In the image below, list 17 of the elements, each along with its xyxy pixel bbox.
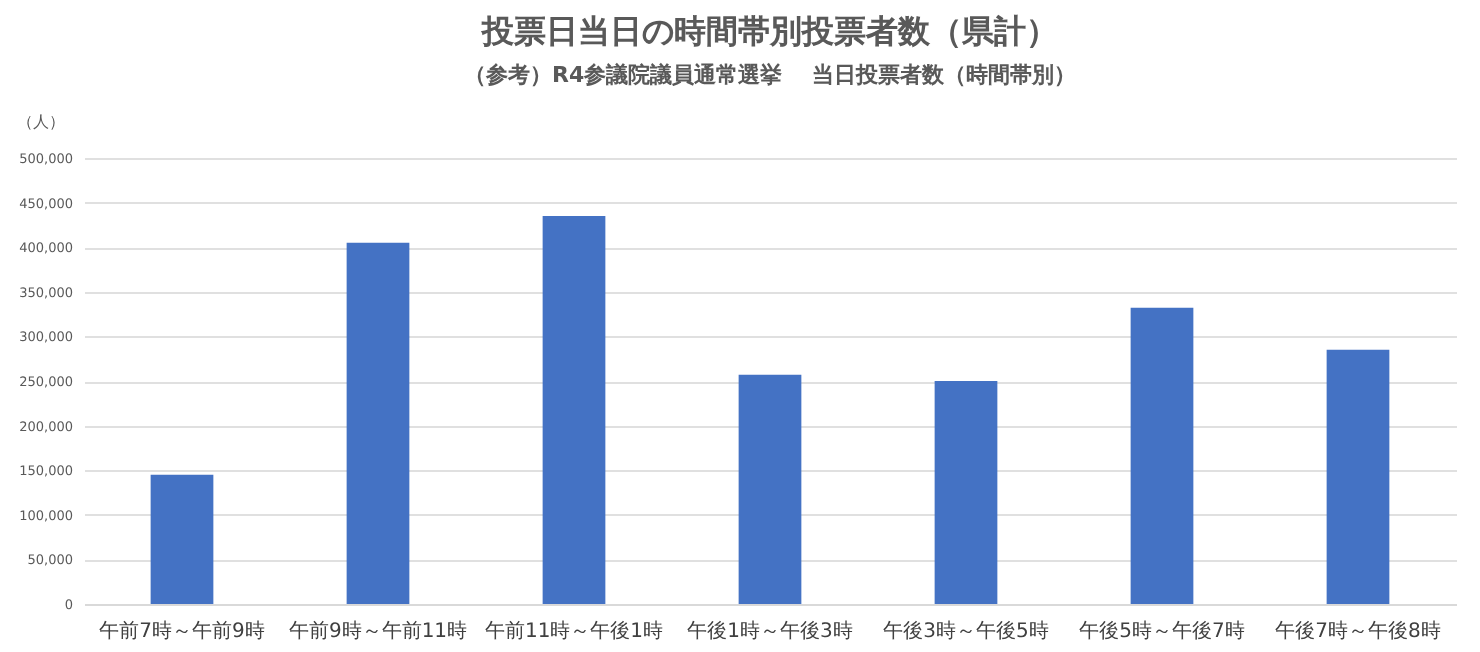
x-tick-label: 午後5時～午後7時: [1079, 619, 1245, 643]
bar: [346, 242, 410, 604]
bar: [150, 474, 214, 604]
chart-title: 投票日当日の時間帯別投票者数（県計）: [480, 12, 1058, 50]
x-tick-label: 午後1時～午後3時: [687, 619, 853, 643]
y-axis-title: （人）: [17, 113, 65, 131]
chart-subtitle: （参考）R4参議院議員通常選挙 当日投票者数（時間帯別）: [464, 62, 1076, 88]
bar: [934, 381, 998, 604]
bar: [1326, 349, 1390, 604]
x-tick-label: 午前7時～午前9時: [99, 619, 265, 643]
x-tick-label: 午前11時～午後1時: [484, 619, 664, 643]
x-tick-label: 午後7時～午後8時: [1275, 619, 1441, 643]
bar: [1130, 307, 1194, 604]
x-tick-label: 午前9時～午前11時: [288, 619, 468, 643]
bar: [542, 215, 606, 604]
x-tick-label: 午後3時～午後5時: [883, 619, 1049, 643]
bar: [738, 374, 802, 604]
